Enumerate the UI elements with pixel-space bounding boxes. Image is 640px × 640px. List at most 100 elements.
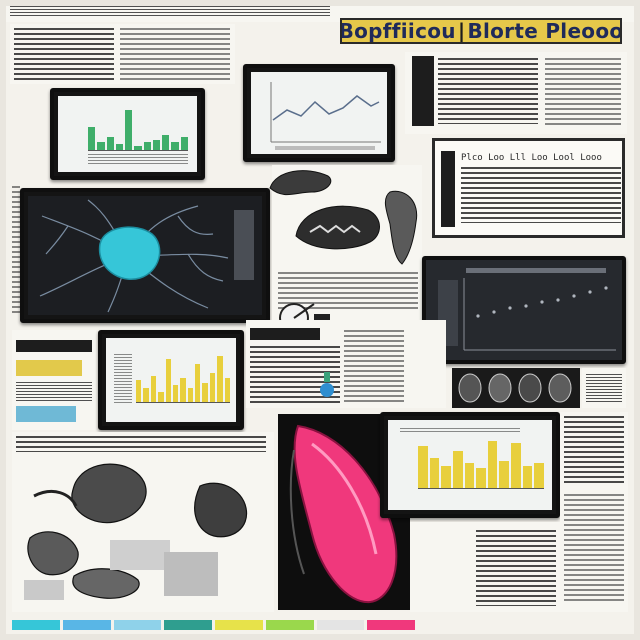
neuron-dendrite <box>177 215 214 236</box>
yellow-chart-2-axis <box>418 488 544 489</box>
left-label-text <box>16 382 92 402</box>
yellow-chart-1-bar <box>150 375 157 402</box>
left-mid-text <box>12 186 20 316</box>
yellow-chart-1-ylabels <box>114 354 132 404</box>
neuron-legend-text <box>234 210 254 280</box>
color-swatch <box>316 620 365 630</box>
color-swatch <box>12 620 60 630</box>
color-swatch <box>164 620 212 630</box>
dark-chart-point <box>604 286 608 290</box>
line-chart <box>270 82 381 150</box>
title-right: Blorte Pleooo <box>467 19 622 43</box>
green-chart-bar <box>125 110 133 150</box>
yellow-bar-chart-1 <box>136 354 230 402</box>
dark-chart-title-lines <box>466 268 606 273</box>
yellow-chart-2-bar <box>499 460 510 488</box>
yellow-chart-1-bar <box>158 392 164 402</box>
green-chart-bar <box>171 141 179 150</box>
yellow-chart-2-bar <box>418 445 428 488</box>
dark-chart-point <box>508 306 512 310</box>
green-chart-bar <box>180 137 188 150</box>
monitor-yellow-chart-1 <box>98 330 244 430</box>
line-chart-screen <box>251 72 387 154</box>
right-column-text-2 <box>564 494 624 604</box>
yellow-chart-1-bar <box>224 378 230 402</box>
right-small-text <box>586 374 622 404</box>
monitor-neuron <box>20 188 270 323</box>
yellow-chart-1-bar <box>202 382 208 402</box>
yellow-chart-1-bar <box>209 373 216 402</box>
line-chart-series <box>272 95 380 121</box>
anatomy-text-block <box>164 552 218 596</box>
mid-text-header <box>250 328 320 340</box>
yellow-chart-1-bar <box>165 358 171 402</box>
anatomy-text-block <box>24 580 64 600</box>
yellow-chart-2-bar <box>452 450 463 488</box>
green-chart-axis <box>88 150 188 151</box>
monitor-green-chart <box>50 88 205 180</box>
neuron-soma <box>98 226 161 280</box>
yellow-chart-1-bar <box>172 385 179 402</box>
yellow-chart-1-bar <box>195 363 201 402</box>
green-chart-bar <box>134 145 142 150</box>
specimen-organ-top <box>269 170 332 196</box>
color-swatch <box>367 620 415 630</box>
color-swatch <box>113 620 162 630</box>
neuron-visual <box>39 199 254 313</box>
bottom-mid-text-1 <box>476 530 556 606</box>
dark-chart-point <box>492 310 496 314</box>
yellow-chart-2-bar <box>441 465 451 488</box>
text-panel-side <box>441 151 455 227</box>
anatomy-vessel <box>33 490 78 507</box>
color-swatch <box>62 620 111 630</box>
yellow-chart-1-bar <box>187 387 194 402</box>
green-chart-bar <box>115 143 124 150</box>
monitor-dark-chart <box>422 256 626 364</box>
green-chart-bar <box>162 135 170 150</box>
green-chart-bar <box>88 126 96 150</box>
green-chart-screen <box>58 96 197 172</box>
right-column-text-1 <box>564 416 624 486</box>
text-panel-body <box>461 167 621 223</box>
neuron-dendrite <box>45 225 69 255</box>
dark-chart-point <box>540 300 544 304</box>
yellow-chart-2-bar <box>534 463 544 488</box>
left-label-header <box>16 340 92 352</box>
brain-scan-strip <box>452 368 580 408</box>
left-label-yellow <box>16 360 82 376</box>
yellow-chart-2-screen <box>388 420 552 510</box>
brain-scan <box>518 373 542 403</box>
yellow-chart-1-screen <box>106 338 236 422</box>
mid-text-body-2 <box>344 330 404 404</box>
left-top-text-a <box>14 28 114 80</box>
brain-scans <box>458 373 572 403</box>
anatomy-organ <box>27 531 79 576</box>
dark-chart-point <box>476 314 480 318</box>
anatomy-illustration <box>24 463 248 600</box>
left-label-cyan <box>16 406 76 422</box>
yellow-chart-1-bar <box>143 387 149 402</box>
top-text-lines <box>10 6 330 18</box>
yellow-chart-1-bar <box>217 356 223 402</box>
monitor-line-chart <box>243 64 395 162</box>
dark-chart-screen <box>426 260 622 360</box>
specimen-jaw <box>295 205 380 250</box>
yellow-chart-1-bar <box>180 378 186 402</box>
color-swatch <box>265 620 314 630</box>
yellow-bar-chart-2 <box>418 438 544 488</box>
neuron-screen <box>28 196 262 315</box>
yellow-chart-2-bar <box>522 465 533 488</box>
yellow-chart-1-bar <box>136 380 142 402</box>
dark-chart <box>438 268 616 351</box>
bottom-swatch-row <box>12 614 418 630</box>
green-chart-bar <box>97 141 105 150</box>
green-bar-chart <box>88 108 188 150</box>
anatomy-organ <box>194 482 248 538</box>
right-top-text-a <box>438 58 538 124</box>
yellow-chart-2-bar <box>464 463 475 488</box>
green-chart-bar <box>152 139 161 150</box>
green-chart-bar <box>143 141 151 150</box>
left-top-text-b <box>120 28 230 80</box>
text-panel-caption: Plco Loo Lll Loo Lool Looo <box>461 153 602 163</box>
dark-chart-point <box>588 290 592 294</box>
